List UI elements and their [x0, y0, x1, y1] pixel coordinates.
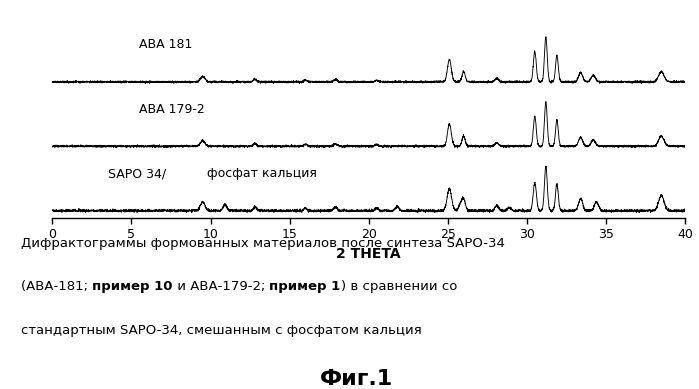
X-axis label: 2 THETA: 2 THETA — [336, 247, 401, 261]
Text: пример 1: пример 1 — [269, 280, 340, 293]
Text: Дифрактограммы формованных материалов после синтеза SAPO-34: Дифрактограммы формованных материалов по… — [21, 237, 505, 249]
Text: фосфат кальция: фосфат кальция — [203, 167, 317, 180]
Text: SAPO 34/: SAPO 34/ — [108, 167, 166, 180]
Text: пример 10: пример 10 — [92, 280, 173, 293]
Text: (АВА-181;: (АВА-181; — [21, 280, 92, 293]
Text: ABA 179-2: ABA 179-2 — [139, 103, 206, 116]
Text: ABA 181: ABA 181 — [139, 38, 193, 51]
Text: стандартным SAPO-34, смешанным с фосфатом кальция: стандартным SAPO-34, смешанным с фосфато… — [21, 324, 421, 336]
Text: и АВА-179-2;: и АВА-179-2; — [173, 280, 269, 293]
Text: Фиг.1: Фиг.1 — [320, 369, 393, 389]
Text: ) в сравнении со: ) в сравнении со — [340, 280, 457, 293]
